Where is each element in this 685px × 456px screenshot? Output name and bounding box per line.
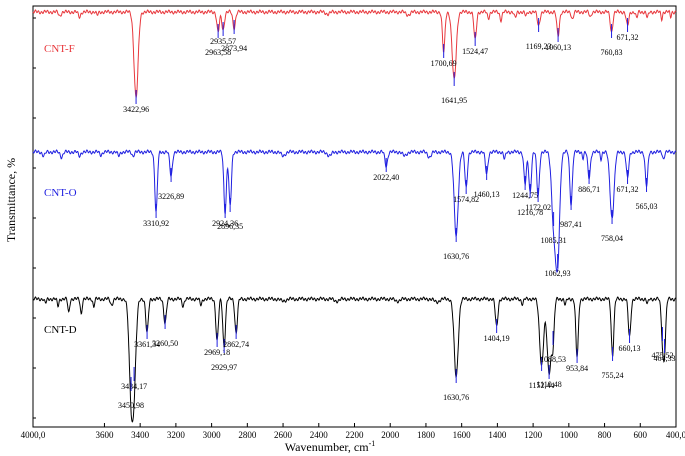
x-tick-label: 1200 [524,430,543,440]
peak-label: 475,52 [652,351,674,360]
x-tick-label: 600 [634,430,648,440]
series-label-cnt-f: CNT-F [44,43,75,55]
x-tick-label: 1000 [560,430,579,440]
peak-label: 1404,19 [484,334,510,343]
peak-label: 3226,89 [158,192,184,201]
x-tick-label: 3600 [95,430,114,440]
peak-label: 1244,75 [512,191,538,200]
peak-label: 1085,31 [541,236,567,245]
peak-label: 1460,13 [474,190,500,199]
peak-label: 565,03 [636,202,658,211]
peak-label: 2963,58 [205,48,231,57]
peak-label: 671,32 [617,33,639,42]
peak-label: 1630,76 [443,252,469,261]
peak-label: 1700,69 [431,59,457,68]
peak-label: 3310,92 [143,219,169,228]
peak-label: 464,33 [654,354,676,363]
peak-label: 2935,57 [210,37,236,46]
peak-label: 2873,94 [221,44,247,53]
peak-label: 755,24 [602,371,624,380]
peak-label: 1172,02 [525,203,551,212]
peak-label: 2896,35 [217,222,243,231]
x-tick-label: 1400 [488,430,507,440]
x-tick-label: 2800 [238,430,257,440]
x-tick-label: 4000,0 [21,430,46,440]
peak-label: 3450,98 [118,401,144,410]
x-axis-title: Wavenumber, cm-1 [285,439,376,454]
peak-label: 987,41 [560,220,582,229]
x-tick-label: 2200 [346,430,365,440]
peak-label: 2022,40 [373,173,399,182]
peak-label: 1216,78 [517,208,543,217]
x-tick-label: 2600 [274,430,293,440]
x-axis-title-main: Wavenumber, cm [285,440,370,454]
peak-label: 671,32 [617,185,639,194]
peak-label: 1060,13 [545,43,571,52]
x-tick-label: 800 [598,430,612,440]
series-line-cnt-f [32,9,677,99]
peak-label: 3361,34 [134,340,160,349]
peak-label: 2924,36 [212,219,238,228]
series-line-cnt-o [32,149,677,274]
x-tick-label: 2000 [381,430,400,440]
x-tick-label: 1600 [453,430,472,440]
peak-label: 1169,23 [526,42,552,51]
peak-label: 758,04 [601,234,623,243]
peak-label: 3260,50 [152,339,178,348]
peak-label: 3422,96 [123,105,149,114]
peak-label: 1062,93 [545,269,571,278]
x-axis-title-sup: -1 [369,439,376,448]
peak-label: 1641,95 [441,96,467,105]
peak-label: 1630,76 [443,393,469,402]
x-tick-label: 3000 [203,430,222,440]
x-tick-label: 3400 [131,430,150,440]
x-tick-label: 2400 [310,430,329,440]
x-tick-label: 1800 [417,430,436,440]
peak-label: 2929,97 [211,363,237,372]
peak-label: 1110,48 [536,380,561,389]
peak-label: 760,83 [601,48,623,57]
x-tick-label: 400,0 [666,430,685,440]
series-label-cnt-d: CNT-D [44,324,77,336]
peak-label: 2969,18 [204,348,230,357]
x-axis: 4000,0 3600 3400 3200 3000 2800 2600 2400 2200 20… [21,423,685,440]
series-line-cnt-d [32,296,677,423]
peak-label: 3434,17 [121,382,147,391]
peak-label: 953,84 [566,364,588,373]
peak-label: 1574,82 [453,195,479,204]
peak-label: 1152,44 [529,381,555,390]
series-label-cnt-o: CNT-O [44,187,77,199]
peak-label: 2862,74 [223,340,249,349]
peak-label: 886,71 [578,185,600,194]
peak-label: 660,13 [619,344,641,353]
series-layer: CNT-F CNT-O CNT-D [32,9,677,423]
peak-label: 1088,53 [540,355,566,364]
x-tick-label: 3200 [167,430,186,440]
peak-label: 1524,47 [462,47,488,56]
y-axis-title: Transmittance, % [4,158,18,242]
